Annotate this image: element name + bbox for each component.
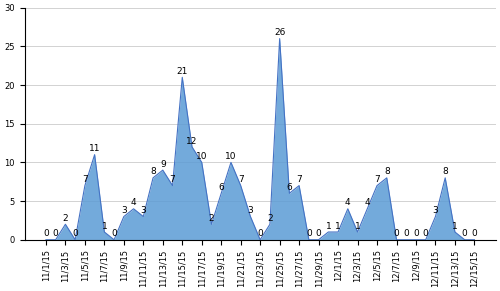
- Text: 7: 7: [296, 175, 302, 184]
- Text: 3: 3: [121, 206, 126, 215]
- Text: 0: 0: [413, 229, 419, 238]
- Text: 2: 2: [62, 214, 68, 223]
- Text: 1: 1: [335, 222, 341, 230]
- Text: 8: 8: [442, 167, 448, 176]
- Text: 1: 1: [102, 222, 107, 230]
- Text: 8: 8: [150, 167, 156, 176]
- Text: 3: 3: [248, 206, 254, 215]
- Text: 7: 7: [82, 175, 88, 184]
- Text: 0: 0: [316, 229, 322, 238]
- Text: 4: 4: [364, 198, 370, 207]
- Text: 3: 3: [432, 206, 438, 215]
- Text: 2: 2: [267, 214, 272, 223]
- Text: 0: 0: [72, 229, 78, 238]
- Text: 7: 7: [238, 175, 244, 184]
- Text: 9: 9: [160, 160, 166, 169]
- Text: 6: 6: [218, 183, 224, 192]
- Text: 4: 4: [131, 198, 136, 207]
- Text: 0: 0: [394, 229, 400, 238]
- Text: 0: 0: [462, 229, 468, 238]
- Text: 6: 6: [286, 183, 292, 192]
- Text: 10: 10: [196, 152, 207, 161]
- Text: 10: 10: [225, 152, 236, 161]
- Text: 4: 4: [345, 198, 350, 207]
- Text: 0: 0: [53, 229, 59, 238]
- Text: 0: 0: [404, 229, 409, 238]
- Text: 7: 7: [170, 175, 175, 184]
- Text: 21: 21: [176, 67, 188, 76]
- Text: 0: 0: [258, 229, 263, 238]
- Text: 2: 2: [208, 214, 214, 223]
- Text: 8: 8: [384, 167, 390, 176]
- Text: 0: 0: [111, 229, 117, 238]
- Text: 26: 26: [274, 28, 285, 37]
- Text: 7: 7: [374, 175, 380, 184]
- Text: 1: 1: [452, 222, 458, 230]
- Text: 12: 12: [186, 136, 198, 146]
- Text: 0: 0: [472, 229, 478, 238]
- Text: 0: 0: [423, 229, 428, 238]
- Text: 1: 1: [326, 222, 331, 230]
- Text: 3: 3: [140, 206, 146, 215]
- Text: 1: 1: [354, 222, 360, 230]
- Text: 0: 0: [306, 229, 312, 238]
- Text: 0: 0: [43, 229, 49, 238]
- Text: 11: 11: [89, 144, 101, 153]
